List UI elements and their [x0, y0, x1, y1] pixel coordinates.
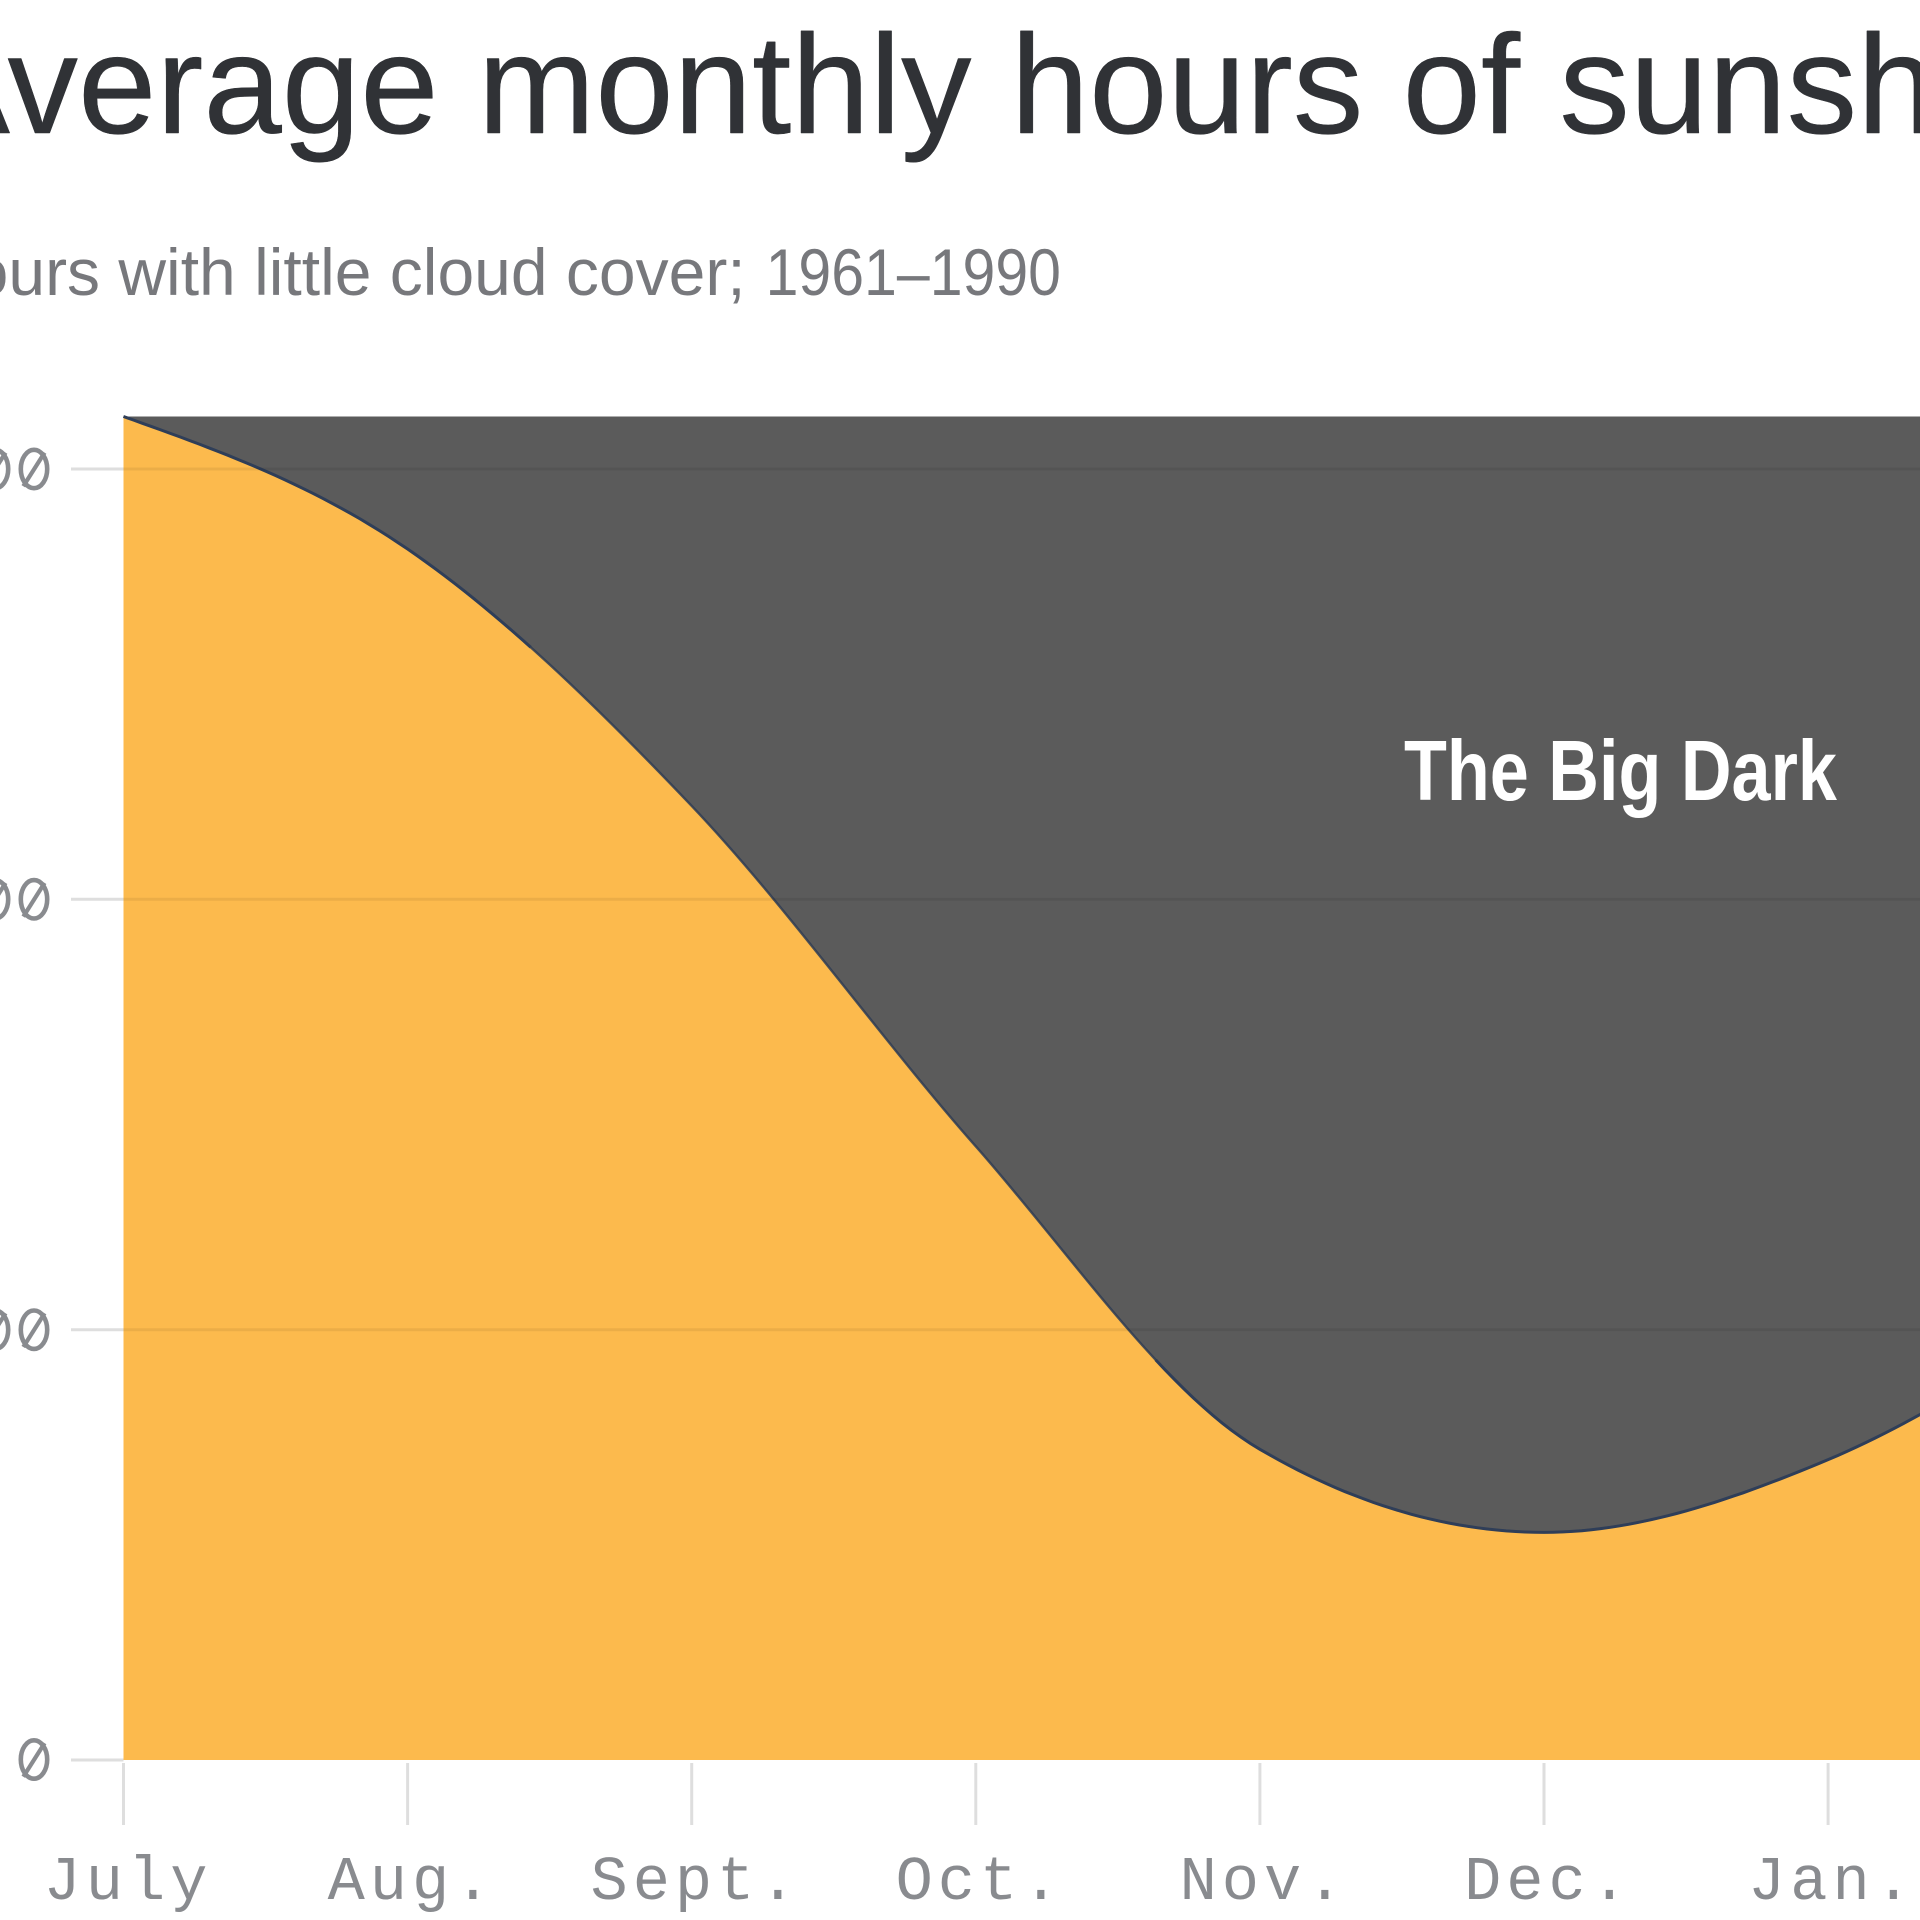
svg-text:Sept.: Sept. [590, 1847, 801, 1918]
svg-text:The Big Dark: The Big Dark [1404, 723, 1838, 819]
svg-text:Oct.: Oct. [896, 1847, 1065, 1918]
svg-text:Average monthly hours of sunsh: Average monthly hours of sunshine [0, 5, 1920, 163]
svg-text:Dec.: Dec. [1464, 1847, 1633, 1918]
svg-text:July: July [44, 1847, 213, 1918]
svg-text:1961–1990: 1961–1990 [766, 235, 1061, 309]
svg-text:Nov.: Nov. [1180, 1847, 1349, 1918]
svg-text:Jan.: Jan. [1748, 1847, 1917, 1918]
svg-text:Aug.: Aug. [328, 1847, 497, 1918]
svg-text:Hours with little cloud cover;: Hours with little cloud cover; [0, 235, 746, 309]
